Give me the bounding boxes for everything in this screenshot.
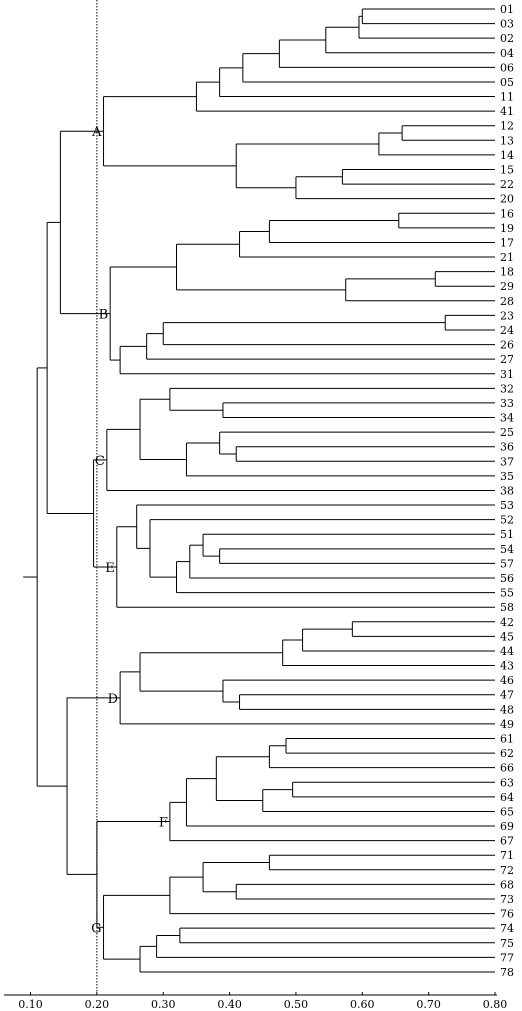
leaf-label-33: 33 — [500, 397, 514, 410]
cluster-label-D: D — [108, 692, 118, 707]
leaf-label-72: 72 — [500, 864, 514, 877]
cluster-label-A: A — [91, 125, 102, 140]
leaf-label-67: 67 — [500, 835, 514, 848]
leaf-label-19: 19 — [500, 222, 514, 235]
leaf-label-49: 49 — [500, 718, 514, 731]
leaf-label-20: 20 — [500, 193, 514, 206]
leaf-label-05: 05 — [500, 76, 514, 89]
leaf-label-11: 11 — [500, 91, 514, 104]
leaf-label-23: 23 — [500, 309, 514, 322]
leaf-label-41: 41 — [500, 105, 514, 118]
leaf-label-22: 22 — [500, 178, 514, 191]
leaf-label-53: 53 — [500, 499, 514, 512]
leaf-label-17: 17 — [500, 236, 514, 249]
x-tick-label: 0.80 — [483, 998, 508, 1011]
leaf-label-14: 14 — [500, 149, 514, 162]
leaf-label-73: 73 — [500, 893, 514, 906]
leaf-label-01: 01 — [500, 3, 514, 16]
leaf-label-56: 56 — [500, 572, 514, 585]
leaf-label-77: 77 — [500, 951, 514, 964]
leaf-label-26: 26 — [500, 339, 514, 352]
x-tick-label: 0.30 — [151, 998, 176, 1011]
leaf-label-48: 48 — [500, 703, 514, 716]
leaf-label-64: 64 — [500, 791, 514, 804]
leaf-label-15: 15 — [500, 163, 514, 176]
leaf-label-52: 52 — [500, 514, 514, 527]
leaf-label-71: 71 — [500, 849, 514, 862]
leaf-label-34: 34 — [500, 412, 514, 425]
leaf-label-58: 58 — [500, 601, 514, 614]
leaf-label-06: 06 — [500, 61, 514, 74]
leaf-label-69: 69 — [500, 820, 514, 833]
leaf-label-75: 75 — [500, 937, 514, 950]
leaf-label-42: 42 — [500, 616, 514, 629]
leaf-label-76: 76 — [500, 908, 514, 921]
leaf-label-55: 55 — [500, 587, 514, 600]
leaf-label-47: 47 — [500, 689, 514, 702]
cluster-label-F: F — [159, 815, 168, 830]
leaf-label-46: 46 — [500, 674, 514, 687]
leaf-label-04: 04 — [500, 47, 514, 60]
cluster-label-E: E — [105, 561, 115, 576]
leaf-label-43: 43 — [500, 660, 514, 673]
cluster-label-G: G — [91, 921, 101, 936]
leaf-label-61: 61 — [500, 733, 514, 746]
leaf-label-54: 54 — [500, 543, 514, 556]
leaf-label-68: 68 — [500, 878, 514, 891]
leaf-label-65: 65 — [500, 805, 514, 818]
leaf-label-28: 28 — [500, 295, 514, 308]
x-tick-label: 0.50 — [284, 998, 309, 1011]
cluster-label-C: C — [95, 454, 105, 469]
leaf-label-31: 31 — [500, 368, 514, 381]
leaf-label-51: 51 — [500, 528, 514, 541]
x-tick-label: 0.20 — [85, 998, 110, 1011]
leaf-label-63: 63 — [500, 776, 514, 789]
x-tick-label: 0.60 — [350, 998, 375, 1011]
leaf-label-57: 57 — [500, 557, 514, 570]
leaf-label-21: 21 — [500, 251, 514, 264]
leaf-label-44: 44 — [500, 645, 514, 658]
dendrogram-branches — [23, 8, 495, 973]
leaf-label-74: 74 — [500, 922, 514, 935]
leaf-label-35: 35 — [500, 470, 514, 483]
leaf-label-18: 18 — [500, 266, 514, 279]
leaf-label-62: 62 — [500, 747, 514, 760]
leaf-label-45: 45 — [500, 630, 514, 643]
leaf-label-03: 03 — [500, 18, 514, 31]
leaf-label-32: 32 — [500, 382, 514, 395]
leaf-label-27: 27 — [500, 353, 514, 366]
leaf-label-25: 25 — [500, 426, 514, 439]
x-tick-label: 0.40 — [217, 998, 242, 1011]
leaf-label-38: 38 — [500, 484, 514, 497]
x-tick-label: 0.70 — [416, 998, 441, 1011]
leaf-label-16: 16 — [500, 207, 514, 220]
leaf-label-78: 78 — [500, 966, 514, 979]
x-tick-label: 0.10 — [18, 998, 43, 1011]
cluster-label-B: B — [99, 308, 109, 323]
leaf-label-29: 29 — [500, 280, 514, 293]
leaf-label-24: 24 — [500, 324, 514, 337]
leaf-label-12: 12 — [500, 120, 514, 133]
leaf-label-37: 37 — [500, 455, 514, 468]
leaf-label-36: 36 — [500, 441, 514, 454]
leaf-label-02: 02 — [500, 32, 514, 45]
leaf-label-13: 13 — [500, 134, 514, 147]
leaf-label-66: 66 — [500, 762, 514, 775]
